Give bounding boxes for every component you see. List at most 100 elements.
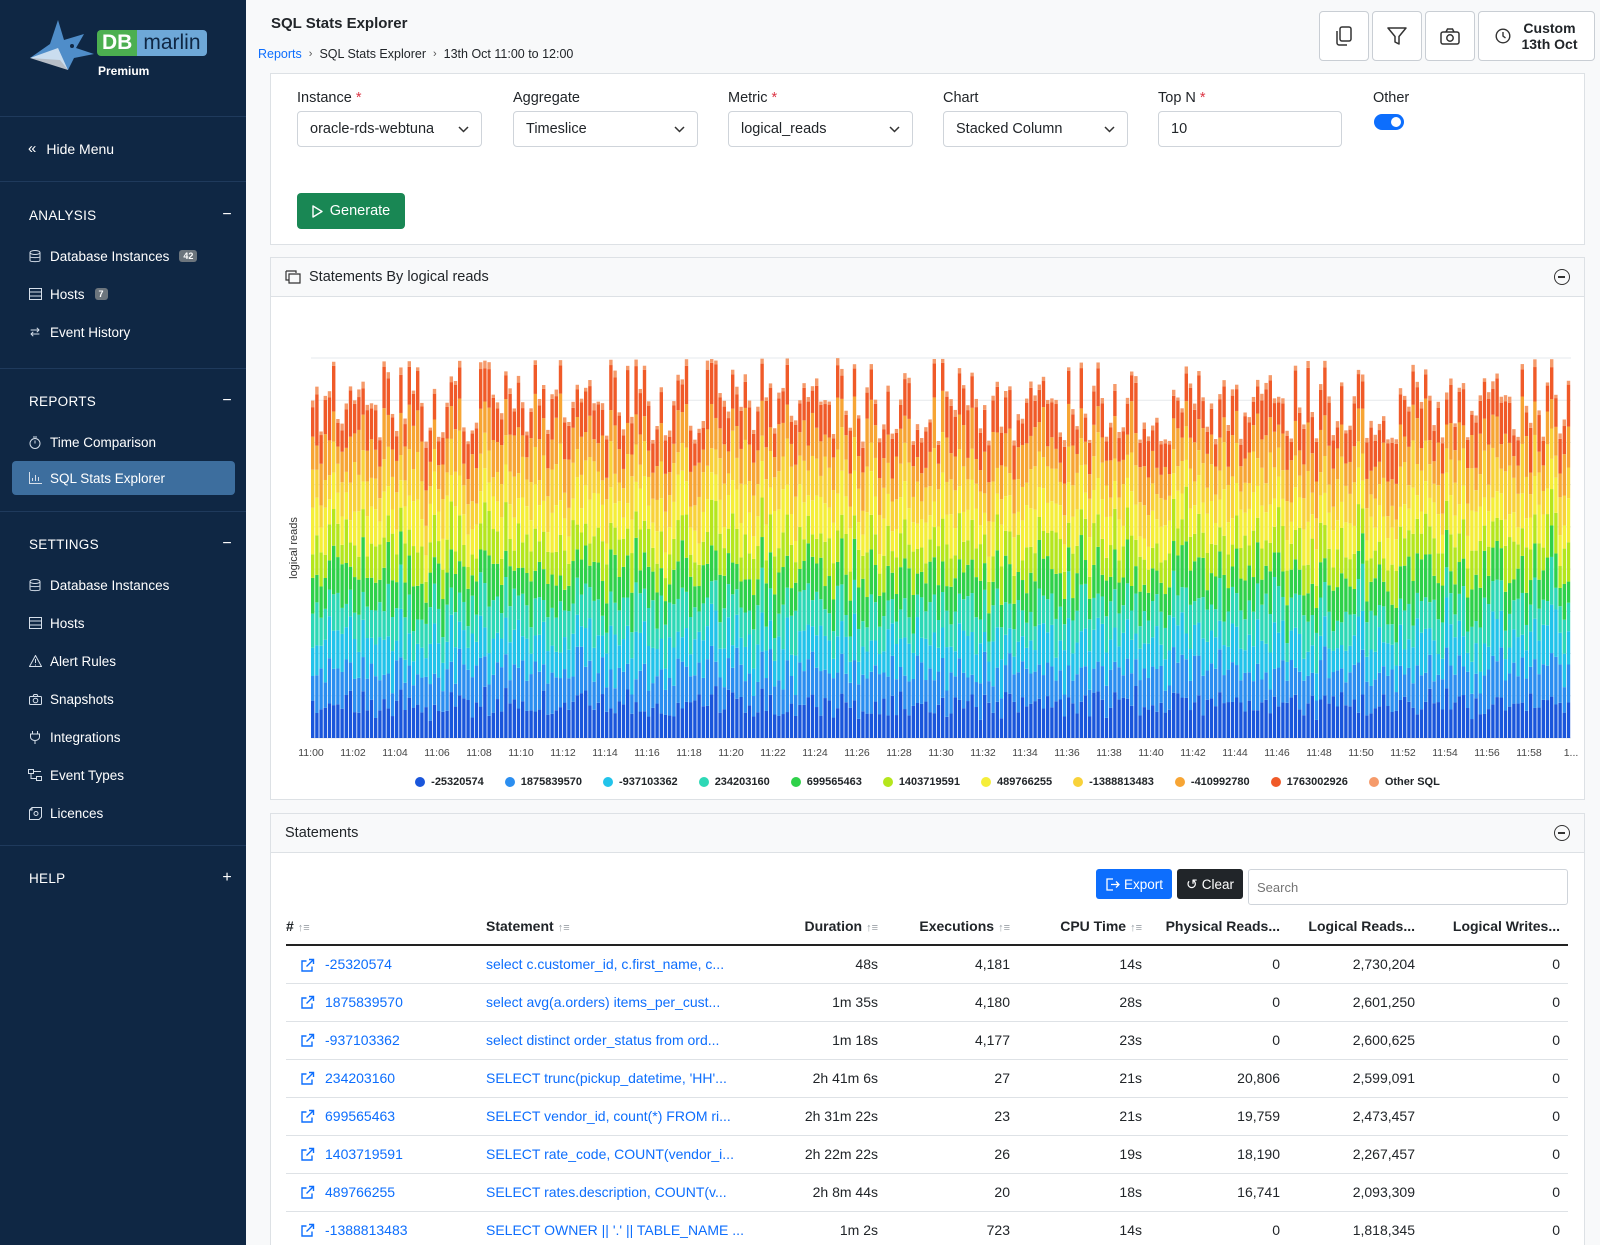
clear-button[interactable]: ↺ Clear: [1177, 869, 1243, 899]
sql-id-link[interactable]: 489766255: [325, 1183, 396, 1200]
sql-id-cell[interactable]: 699565463: [286, 1097, 486, 1136]
sql-id-cell[interactable]: -937103362: [286, 1021, 486, 1060]
column-header-logical-reads[interactable]: Logical Reads...: [1288, 907, 1423, 946]
column-header-duration[interactable]: Duration ↑≡: [766, 907, 886, 946]
sort-icon[interactable]: ↑≡: [557, 921, 570, 934]
other-toggle[interactable]: [1374, 114, 1404, 130]
external-link-icon[interactable]: [300, 1223, 315, 1238]
legend-item[interactable]: 1875839570: [504, 776, 582, 788]
legend-item[interactable]: 1403719591: [882, 776, 960, 788]
statement-text-link[interactable]: SELECT vendor_id, count(*) FROM ri...: [486, 1097, 766, 1136]
sql-id-cell[interactable]: 1875839570: [286, 983, 486, 1022]
metric-select[interactable]: logical_reads: [728, 111, 913, 147]
aggregate-select[interactable]: Timeslice: [513, 111, 698, 147]
collapse-section-icon[interactable]: −: [222, 206, 232, 223]
legend-item[interactable]: 234203160: [698, 776, 770, 788]
sql-id-link[interactable]: 1875839570: [325, 993, 403, 1010]
legend-item[interactable]: -1388813483: [1073, 776, 1154, 788]
sql-id-cell[interactable]: 234203160: [286, 1059, 486, 1098]
external-link-icon[interactable]: [300, 1071, 315, 1086]
sql-id-link[interactable]: -25320574: [325, 955, 392, 972]
sidebar-item-licences[interactable]: Licences: [12, 796, 235, 830]
sort-icon[interactable]: ↑≡: [297, 921, 310, 934]
column-header-executions[interactable]: Executions ↑≡: [886, 907, 1018, 946]
generate-button[interactable]: Generate: [297, 193, 405, 229]
legend-item[interactable]: 1763002926: [1270, 776, 1348, 788]
statement-text-link[interactable]: SELECT rates.description, COUNT(v...: [486, 1173, 766, 1212]
export-button[interactable]: Export: [1096, 869, 1173, 899]
column-header-physical-reads[interactable]: Physical Reads...: [1150, 907, 1288, 946]
sidebar-item-settings-database-instances[interactable]: Database Instances: [12, 568, 235, 602]
sql-id-cell[interactable]: 1403719591: [286, 1135, 486, 1174]
legend-item[interactable]: -937103362: [602, 776, 678, 788]
snapshot-button[interactable]: [1425, 11, 1475, 61]
table-row[interactable]: 1403719591 SELECT rate_code, COUNT(vendor…: [286, 1135, 1568, 1174]
bar-segment: [332, 668, 336, 706]
statement-text-link[interactable]: SELECT rate_code, COUNT(vendor_i...: [486, 1135, 766, 1174]
sort-icon[interactable]: ↑≡: [998, 921, 1010, 934]
sidebar-item-event-types[interactable]: Event Types: [12, 758, 235, 792]
sidebar-item-snapshots[interactable]: Snapshots: [12, 682, 235, 716]
sidebar-item-sql-stats-explorer[interactable]: SQL Stats Explorer: [12, 461, 235, 495]
statement-text-link[interactable]: select avg(a.orders) items_per_cust...: [486, 983, 766, 1022]
external-link-icon[interactable]: [300, 1033, 315, 1048]
sort-icon[interactable]: ↑≡: [1130, 921, 1142, 934]
search-input[interactable]: [1248, 869, 1568, 905]
table-row[interactable]: 234203160 SELECT trunc(pickup_datetime, '…: [286, 1059, 1568, 1098]
external-link-icon[interactable]: [300, 1109, 315, 1124]
sidebar-item-integrations[interactable]: Integrations: [12, 720, 235, 754]
sidebar-item-alert-rules[interactable]: Alert Rules: [12, 644, 235, 678]
copy-button[interactable]: [1319, 11, 1369, 61]
sql-id-cell[interactable]: -25320574: [286, 945, 486, 984]
external-link-icon[interactable]: [300, 958, 315, 973]
legend-item[interactable]: -410992780: [1174, 776, 1250, 788]
sql-id-link[interactable]: 699565463: [325, 1107, 396, 1124]
time-range-button[interactable]: Custom 13th Oct: [1478, 11, 1595, 61]
hide-menu-button[interactable]: « Hide Menu: [28, 140, 114, 157]
external-link-icon[interactable]: [300, 1147, 315, 1162]
sidebar-item-event-history[interactable]: ⇄ Event History: [12, 315, 235, 349]
statement-text-link[interactable]: SELECT trunc(pickup_datetime, 'HH'...: [486, 1059, 766, 1098]
sql-id-link[interactable]: 1403719591: [325, 1145, 403, 1162]
table-row[interactable]: -937103362 select distinct order_status f…: [286, 1021, 1568, 1060]
expand-section-icon[interactable]: +: [222, 869, 232, 886]
filter-button[interactable]: [1372, 11, 1422, 61]
table-row[interactable]: -25320574 select c.customer_id, c.first_n…: [286, 945, 1568, 984]
topn-input[interactable]: 10: [1158, 111, 1342, 147]
legend-item[interactable]: 489766255: [981, 776, 1052, 788]
table-row[interactable]: -1388813483 SELECT OWNER || '.' || TABLE_…: [286, 1211, 1568, 1245]
external-link-icon[interactable]: [300, 995, 315, 1010]
legend-item[interactable]: -25320574: [415, 776, 484, 788]
sidebar-item-hosts[interactable]: Hosts 7: [12, 277, 235, 311]
statement-text-link[interactable]: select distinct order_status from ord...: [486, 1021, 766, 1060]
breadcrumb-reports-link[interactable]: Reports: [258, 47, 302, 61]
collapse-section-icon[interactable]: −: [222, 392, 232, 409]
instance-select[interactable]: oracle-rds-webtuna: [297, 111, 482, 147]
legend-item[interactable]: 699565463: [790, 776, 862, 788]
statement-text-link[interactable]: SELECT OWNER || '.' || TABLE_NAME ...: [486, 1211, 766, 1245]
sql-id-cell[interactable]: 489766255: [286, 1173, 486, 1212]
sidebar-item-database-instances[interactable]: Database Instances 42: [12, 239, 235, 273]
sidebar-item-time-comparison[interactable]: Time Comparison: [12, 425, 235, 459]
sort-icon[interactable]: ↑≡: [866, 921, 878, 934]
column-header-statement[interactable]: Statement ↑≡: [486, 907, 766, 946]
sql-id-cell[interactable]: -1388813483: [286, 1211, 486, 1245]
table-row[interactable]: 489766255 SELECT rates.description, COUNT…: [286, 1173, 1568, 1212]
external-link-icon[interactable]: [300, 1185, 315, 1200]
sql-id-link[interactable]: 234203160: [325, 1069, 396, 1086]
sql-id-link[interactable]: -937103362: [325, 1031, 400, 1048]
collapse-section-icon[interactable]: −: [222, 535, 232, 552]
table-row[interactable]: 1875839570 select avg(a.orders) items_per…: [286, 983, 1568, 1022]
collapse-statements-icon[interactable]: [1554, 825, 1570, 841]
chart-type-select[interactable]: Stacked Column: [943, 111, 1128, 147]
sidebar-item-settings-hosts[interactable]: Hosts: [12, 606, 235, 640]
column-header-logical-writes[interactable]: Logical Writes...: [1423, 907, 1568, 946]
sql-id-link[interactable]: -1388813483: [325, 1221, 408, 1238]
collapse-chart-icon[interactable]: [1554, 269, 1570, 285]
column-header-cpu-time[interactable]: CPU Time ↑≡: [1018, 907, 1150, 946]
logo[interactable]: DB marlin Premium: [0, 0, 246, 117]
statement-text-link[interactable]: select c.customer_id, c.first_name, c...: [486, 945, 766, 984]
legend-item[interactable]: Other SQL: [1368, 776, 1440, 788]
column-header-id[interactable]: # ↑≡: [286, 907, 486, 946]
table-row[interactable]: 699565463 SELECT vendor_id, count(*) FROM…: [286, 1097, 1568, 1136]
